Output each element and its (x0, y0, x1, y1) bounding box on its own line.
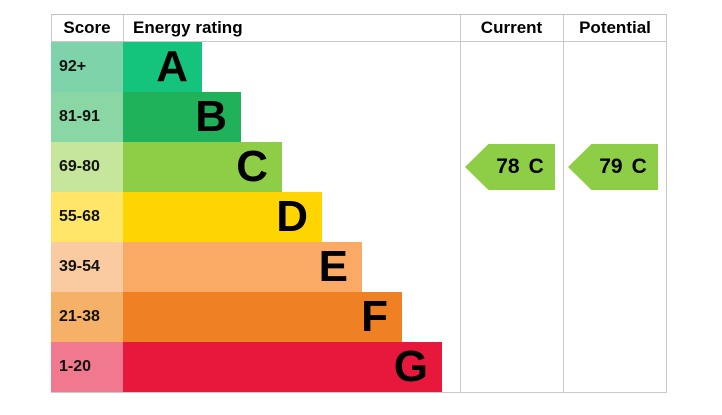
potential-rating-score: 79 (599, 155, 623, 178)
band-row-D: 55-68 D (51, 192, 667, 242)
band-bar-E: E (123, 242, 362, 292)
epc-chart-body: 92+ A 81-91 B 69-80 C 55-68 D 39-54 E 21-38 F 1-20 G … (51, 42, 667, 393)
score-range-A: 92+ (51, 42, 123, 92)
band-letter-B: B (195, 92, 227, 141)
bands-container: 92+ A 81-91 B 69-80 C 55-68 D 39-54 E 21-38 F 1-20 G (51, 42, 667, 392)
band-letter-D: D (276, 192, 308, 241)
potential-column-divider (563, 42, 564, 392)
current-rating-score: 78 (496, 155, 520, 178)
score-range-B: 81-91 (51, 92, 123, 142)
band-row-E: 39-54 E (51, 242, 667, 292)
score-column-header: Score (63, 18, 111, 37)
band-letter-E: E (318, 242, 348, 291)
epc-header-row: Score Energy rating Current Potential (51, 14, 667, 42)
band-row-A: 92+ A (51, 42, 667, 92)
current-rating-band: C (528, 155, 544, 178)
potential-rating-band: C (631, 155, 647, 178)
energy-rating-column-header: Energy rating (133, 18, 243, 37)
score-range-F: 21-38 (51, 292, 123, 342)
score-range-C: 69-80 (51, 142, 123, 192)
potential-rating-arrow: 79 C (568, 144, 658, 190)
score-range-G: 1-20 (51, 342, 123, 392)
band-bar-F: F (123, 292, 402, 342)
band-row-C: 69-80 C (51, 142, 667, 192)
header-right-border (666, 15, 667, 41)
table-right-border (666, 42, 667, 392)
band-letter-C: C (236, 142, 268, 191)
header-current-divider (460, 15, 461, 41)
band-bar-C: C (123, 142, 282, 192)
current-column-divider (460, 42, 461, 392)
score-range-D: 55-68 (51, 192, 123, 242)
band-row-B: 81-91 B (51, 92, 667, 142)
current-column-header: Current (480, 18, 543, 37)
band-bar-B: B (123, 92, 241, 142)
header-potential-divider (563, 15, 564, 41)
header-left-border (51, 15, 52, 41)
band-bar-D: D (123, 192, 322, 242)
score-range-E: 39-54 (51, 242, 123, 292)
band-letter-A: A (156, 42, 188, 91)
band-letter-F: F (361, 292, 388, 341)
band-bar-A: A (123, 42, 202, 92)
header-score-divider (123, 15, 124, 41)
potential-column-header: Potential (579, 18, 651, 37)
band-bar-G: G (123, 342, 442, 392)
band-row-F: 21-38 F (51, 292, 667, 342)
band-row-G: 1-20 G (51, 342, 667, 392)
band-letter-G: G (393, 342, 428, 391)
epc-table: Score Energy rating Current Potential 92… (51, 14, 667, 393)
current-rating-arrow: 78 C (465, 144, 555, 190)
